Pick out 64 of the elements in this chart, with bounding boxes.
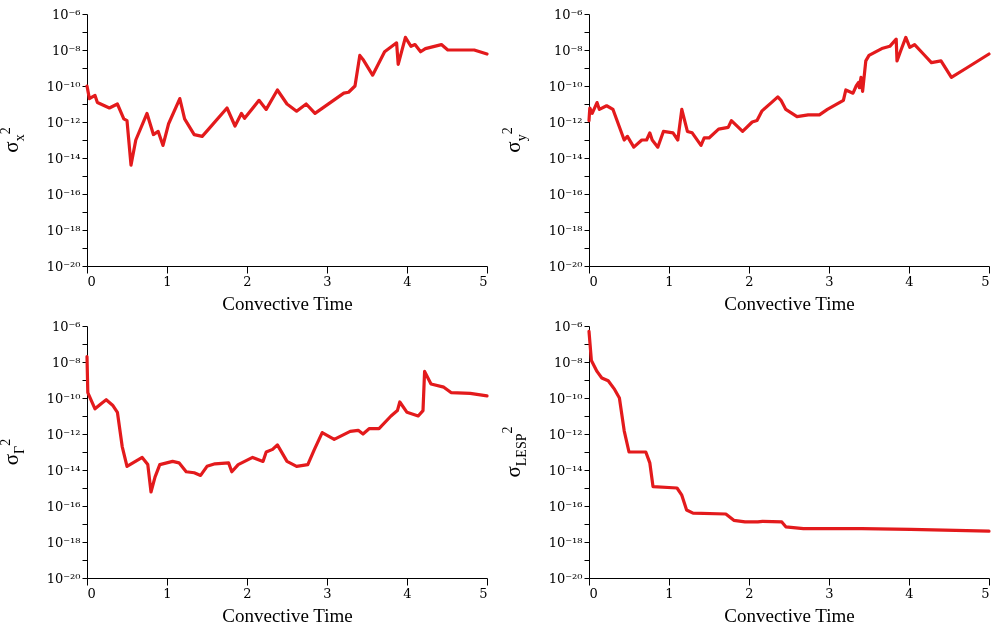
x-tick-label: 2 [243, 273, 252, 289]
y-tick-label: 10⁻²⁰ [548, 570, 583, 586]
x-tick-label: 5 [479, 273, 488, 289]
y-tick-label: 10⁻¹⁶ [46, 498, 81, 514]
x-tick-label: 3 [825, 273, 834, 289]
x-tick-label: 2 [243, 585, 252, 601]
y-tick-label: 10⁻⁸ [553, 354, 583, 370]
y-tick-label: 10⁻¹⁰ [548, 78, 583, 94]
y-tick-label: 10⁻¹² [548, 114, 583, 130]
line-series [85, 35, 489, 167]
y-tick-label: 10⁻⁶ [553, 318, 583, 334]
x-tick-label: 4 [905, 273, 914, 289]
y-tick-label: 10⁻⁶ [51, 318, 81, 334]
y-tick-label: 10⁻¹⁶ [548, 186, 583, 202]
y-tick-label: 10⁻²⁰ [548, 258, 583, 274]
x-axis-title: Convective Time [724, 604, 855, 626]
x-tick-label: 5 [479, 585, 488, 601]
y-tick-label: 10⁻¹⁴ [548, 462, 583, 478]
line-series [587, 35, 991, 149]
y-tick-label: 10⁻²⁰ [46, 570, 81, 586]
x-tick-label: 0 [589, 273, 598, 289]
y-tick-label: 10⁻¹⁰ [548, 390, 583, 406]
y-tick-label: 10⁻⁶ [51, 6, 81, 22]
y-tick-label: 10⁻¹⁸ [548, 222, 583, 238]
line-series [587, 329, 991, 533]
x-tick-label: 4 [403, 273, 412, 289]
line-series [85, 354, 489, 494]
y-tick-label: 10⁻¹⁶ [548, 498, 583, 514]
y-tick-label: 10⁻¹⁴ [548, 150, 583, 166]
x-tick-label: 4 [905, 585, 914, 601]
y-tick-label: 10⁻⁸ [553, 42, 583, 58]
y-tick-label: 10⁻⁸ [51, 354, 81, 370]
y-tick-label: 10⁻¹⁴ [46, 462, 81, 478]
y-tick-label: 10⁻¹⁰ [46, 78, 81, 94]
x-tick-label: 0 [589, 585, 598, 601]
x-tick-label: 2 [745, 273, 754, 289]
y-tick-label: 10⁻¹⁴ [46, 150, 81, 166]
x-tick-label: 5 [981, 273, 990, 289]
y-tick-label: 10⁻¹⁸ [548, 534, 583, 550]
x-axis-title: Convective Time [724, 292, 855, 314]
x-tick-label: 1 [665, 273, 674, 289]
x-tick-label: 3 [323, 273, 332, 289]
x-tick-label: 3 [323, 585, 332, 601]
y-tick-label: 10⁻¹⁸ [46, 534, 81, 550]
y-tick-label: 10⁻⁸ [51, 42, 81, 58]
y-tick-label: 10⁻¹⁶ [46, 186, 81, 202]
x-tick-label: 2 [745, 585, 754, 601]
x-tick-label: 1 [163, 273, 172, 289]
y-tick-label: 10⁻²⁰ [46, 258, 81, 274]
x-tick-label: 1 [665, 585, 674, 601]
x-axis-title: Convective Time [222, 604, 353, 626]
x-tick-label: 4 [403, 585, 412, 601]
y-tick-label: 10⁻¹⁰ [46, 390, 81, 406]
x-tick-label: 0 [87, 585, 96, 601]
y-tick-label: 10⁻⁶ [553, 6, 583, 22]
y-tick-label: 10⁻¹⁸ [46, 222, 81, 238]
x-tick-label: 0 [87, 273, 96, 289]
x-tick-label: 5 [981, 585, 990, 601]
y-tick-label: 10⁻¹² [46, 426, 81, 442]
x-axis-title: Convective Time [222, 292, 353, 314]
y-tick-label: 10⁻¹² [548, 426, 583, 442]
y-tick-label: 10⁻¹² [46, 114, 81, 130]
x-tick-label: 1 [163, 585, 172, 601]
x-tick-label: 3 [825, 585, 834, 601]
